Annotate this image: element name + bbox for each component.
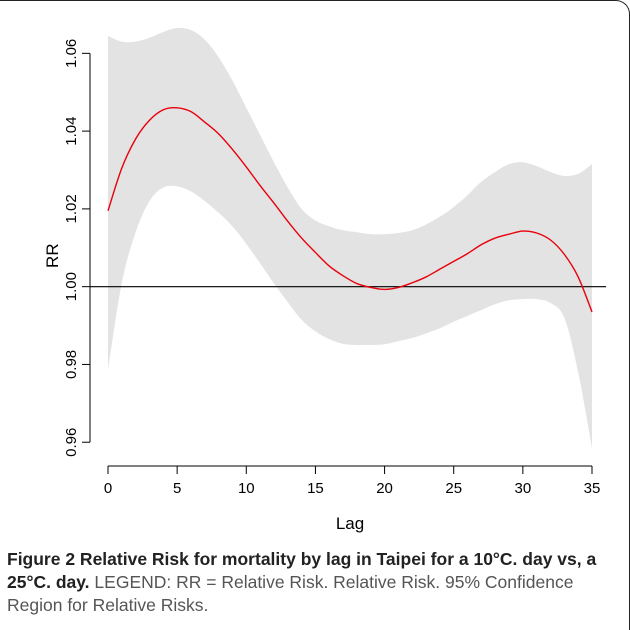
x-tick-label: 10 (238, 480, 255, 497)
y-tick-label: 1.00 (63, 272, 80, 301)
figure-caption: Figure 2 Relative Risk for mortality by … (7, 548, 619, 617)
x-tick-label: 25 (445, 480, 462, 497)
y-tick-label: 0.96 (63, 428, 80, 457)
ci-band-layer (108, 27, 592, 449)
y-tick-label: 0.98 (63, 350, 80, 379)
y-tick-label: 1.06 (63, 39, 80, 68)
x-tick-label: 15 (307, 480, 324, 497)
axes: 0 5 10 15 20 25 30 35 0.96 0.98 1.00 1.02 1.04 1.06 (63, 39, 600, 497)
x-tick-label: 20 (376, 480, 393, 497)
estimate-line (107, 106, 593, 313)
x-tick-label: 35 (584, 480, 601, 497)
figure-label: Figure 2 Relative Risk for mortality by … (7, 549, 597, 592)
x-tick-label: 30 (515, 480, 532, 497)
x-tick-label: 5 (173, 480, 181, 497)
ci-band (108, 27, 592, 449)
x-axis-label: Lag (336, 514, 364, 533)
estimate-line-layer (107, 106, 593, 313)
y-tick-label: 1.04 (63, 117, 80, 146)
x-tick-label: 0 (104, 480, 112, 497)
legend-text: LEGEND: RR = Relative Risk. Relative Ris… (7, 572, 574, 615)
y-axis-label: RR (43, 243, 62, 268)
y-tick-label: 1.02 (63, 194, 80, 223)
line-chart: 0 5 10 15 20 25 30 35 0.96 0.98 1.00 1.02 1.04 1.06 L… (43, 27, 606, 533)
